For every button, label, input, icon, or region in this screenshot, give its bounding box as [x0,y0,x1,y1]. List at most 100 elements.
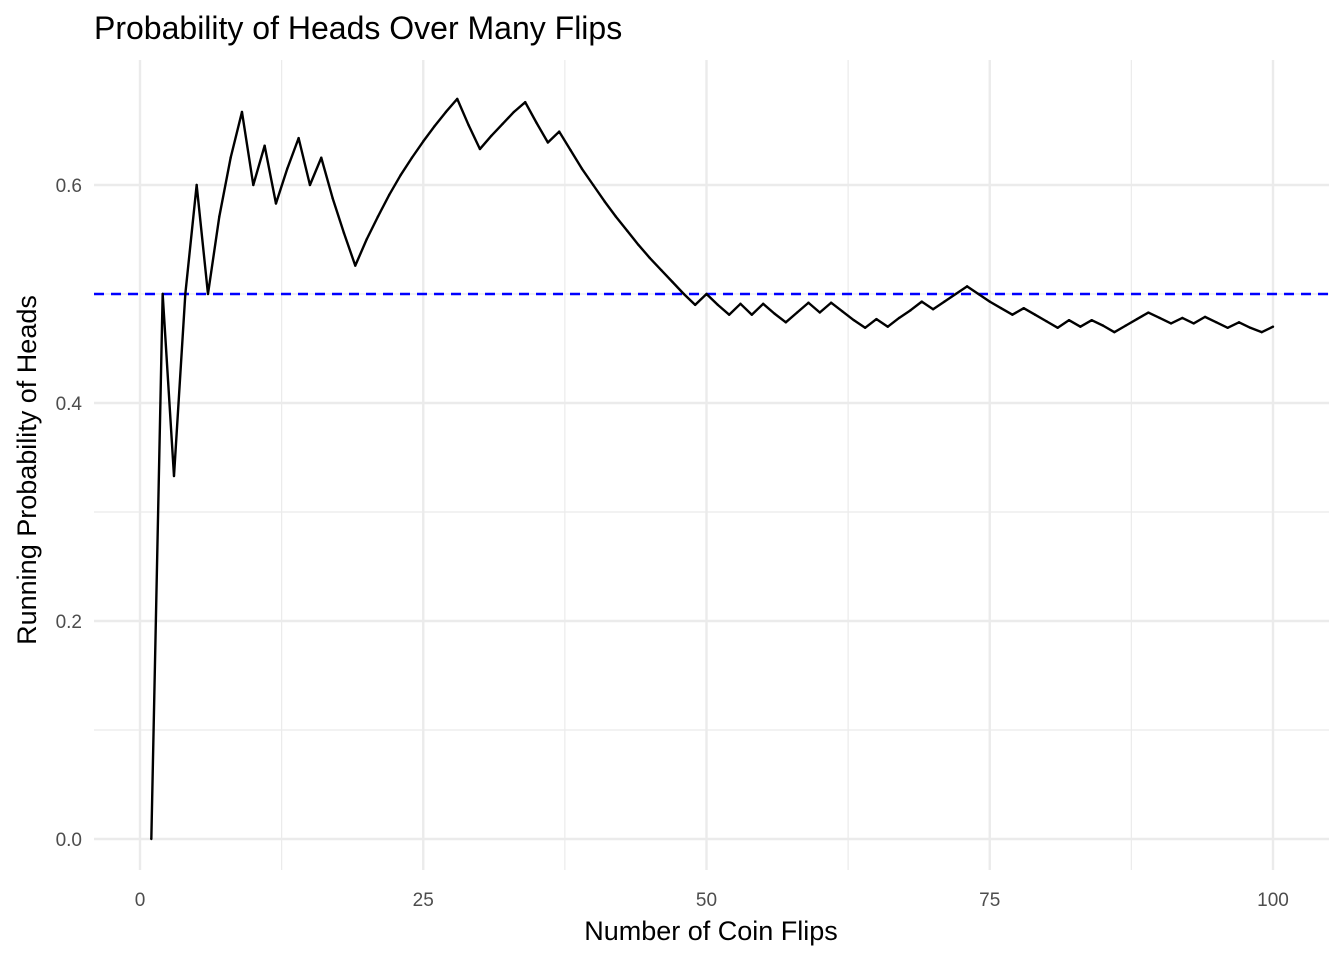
data-point [150,837,153,841]
data-point [795,311,799,314]
data-point [988,300,991,303]
data-point [1203,315,1207,319]
data-point [705,292,708,296]
data-point [750,313,754,316]
data-point [252,183,255,187]
data-point [1147,311,1150,314]
data-point [784,321,788,324]
series-line [150,97,1274,840]
data-point [1237,321,1241,324]
data-point [354,264,357,267]
data-point [274,202,278,205]
data-point [490,134,493,138]
x-tick-label: 100 [1257,890,1289,911]
data-point [1249,326,1252,329]
data-point [841,310,844,313]
y-tick-label: 0.6 [56,176,82,197]
data-point [886,325,889,328]
x-tick-label: 25 [413,890,434,911]
data-point [399,173,402,177]
data-point [229,156,232,159]
data-point [206,292,210,296]
data-point [897,316,901,320]
data-point [1169,322,1173,325]
data-point [1181,316,1184,320]
data-point [444,110,448,114]
data-point [286,167,289,170]
data-point [218,215,221,218]
data-point [546,141,550,144]
data-point [501,122,504,126]
x-tick-label: 0 [135,890,146,911]
x-tick-labels: 0 25 50 75 100 [135,890,1289,911]
data-point [1101,324,1105,327]
data-point [1090,318,1093,322]
data-point [342,231,346,235]
data-point [954,292,957,296]
data-point [603,200,606,203]
y-tick-label: 0.0 [56,830,82,851]
data-point [659,268,663,272]
data-point [807,301,810,304]
data-point [1079,325,1082,328]
data-point [172,474,176,478]
data-point [1215,321,1218,324]
data-point [682,292,686,296]
data-point [1045,320,1048,323]
data-point [365,238,368,241]
data-point [943,300,946,303]
x-axis-title: Number of Coin Flips [584,916,838,946]
data-point [297,136,300,140]
data-point [773,312,776,315]
data-point [863,326,867,329]
data-point [388,193,391,197]
data-point [195,183,198,187]
data-point [524,100,527,104]
data-point [478,147,482,151]
data-point [648,256,652,260]
data-point [716,303,720,307]
data-point [161,292,164,296]
data-point [433,124,436,128]
data-point [727,313,731,316]
data-point [875,317,878,321]
data-point [320,156,323,159]
data-point [614,215,618,218]
data-point [512,110,516,114]
data-point [1260,330,1263,334]
data-point [1124,324,1127,327]
data-points [150,97,1275,841]
data-point [592,183,595,187]
data-point [1226,326,1229,329]
data-point [240,110,244,114]
data-point [410,156,414,159]
data-point [1033,313,1037,316]
data-point [671,280,674,284]
data-point [1271,325,1275,328]
data-point [184,292,187,296]
data-point [739,302,742,306]
data-point [1056,326,1059,329]
data-point [263,144,266,147]
x-tick-label: 50 [696,890,717,911]
x-tick-label: 75 [979,890,1000,911]
data-point [456,97,459,101]
data-point [1135,317,1139,321]
data-point [569,148,572,152]
data-point [580,167,584,170]
data-point [422,140,425,143]
y-tick-label: 0.4 [56,394,83,415]
data-point [965,285,969,288]
data-point [331,196,334,200]
data-point [931,308,935,311]
data-point [467,123,470,127]
data-point [1022,306,1025,310]
chart-title: Probability of Heads Over Many Flips [94,10,622,46]
data-point [1158,316,1161,320]
data-point [999,306,1003,310]
data-point [818,311,821,314]
data-point [977,292,980,296]
data-point [920,300,923,303]
